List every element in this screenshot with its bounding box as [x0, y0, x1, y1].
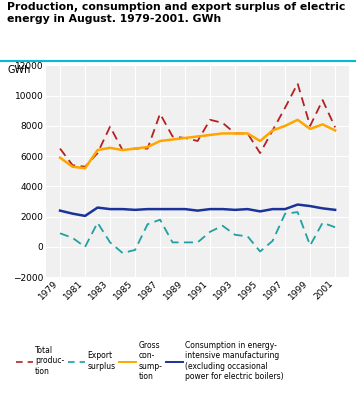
Text: Production, consumption and export surplus of electric
energy in August. 1979-20: Production, consumption and export surpl… [7, 2, 345, 25]
Legend: Total
produc-
tion, Export
surplus, Gross
con-
sump-
tion, Consumption in energy: Total produc- tion, Export surplus, Gros… [16, 341, 284, 381]
Text: GWh: GWh [7, 65, 31, 75]
